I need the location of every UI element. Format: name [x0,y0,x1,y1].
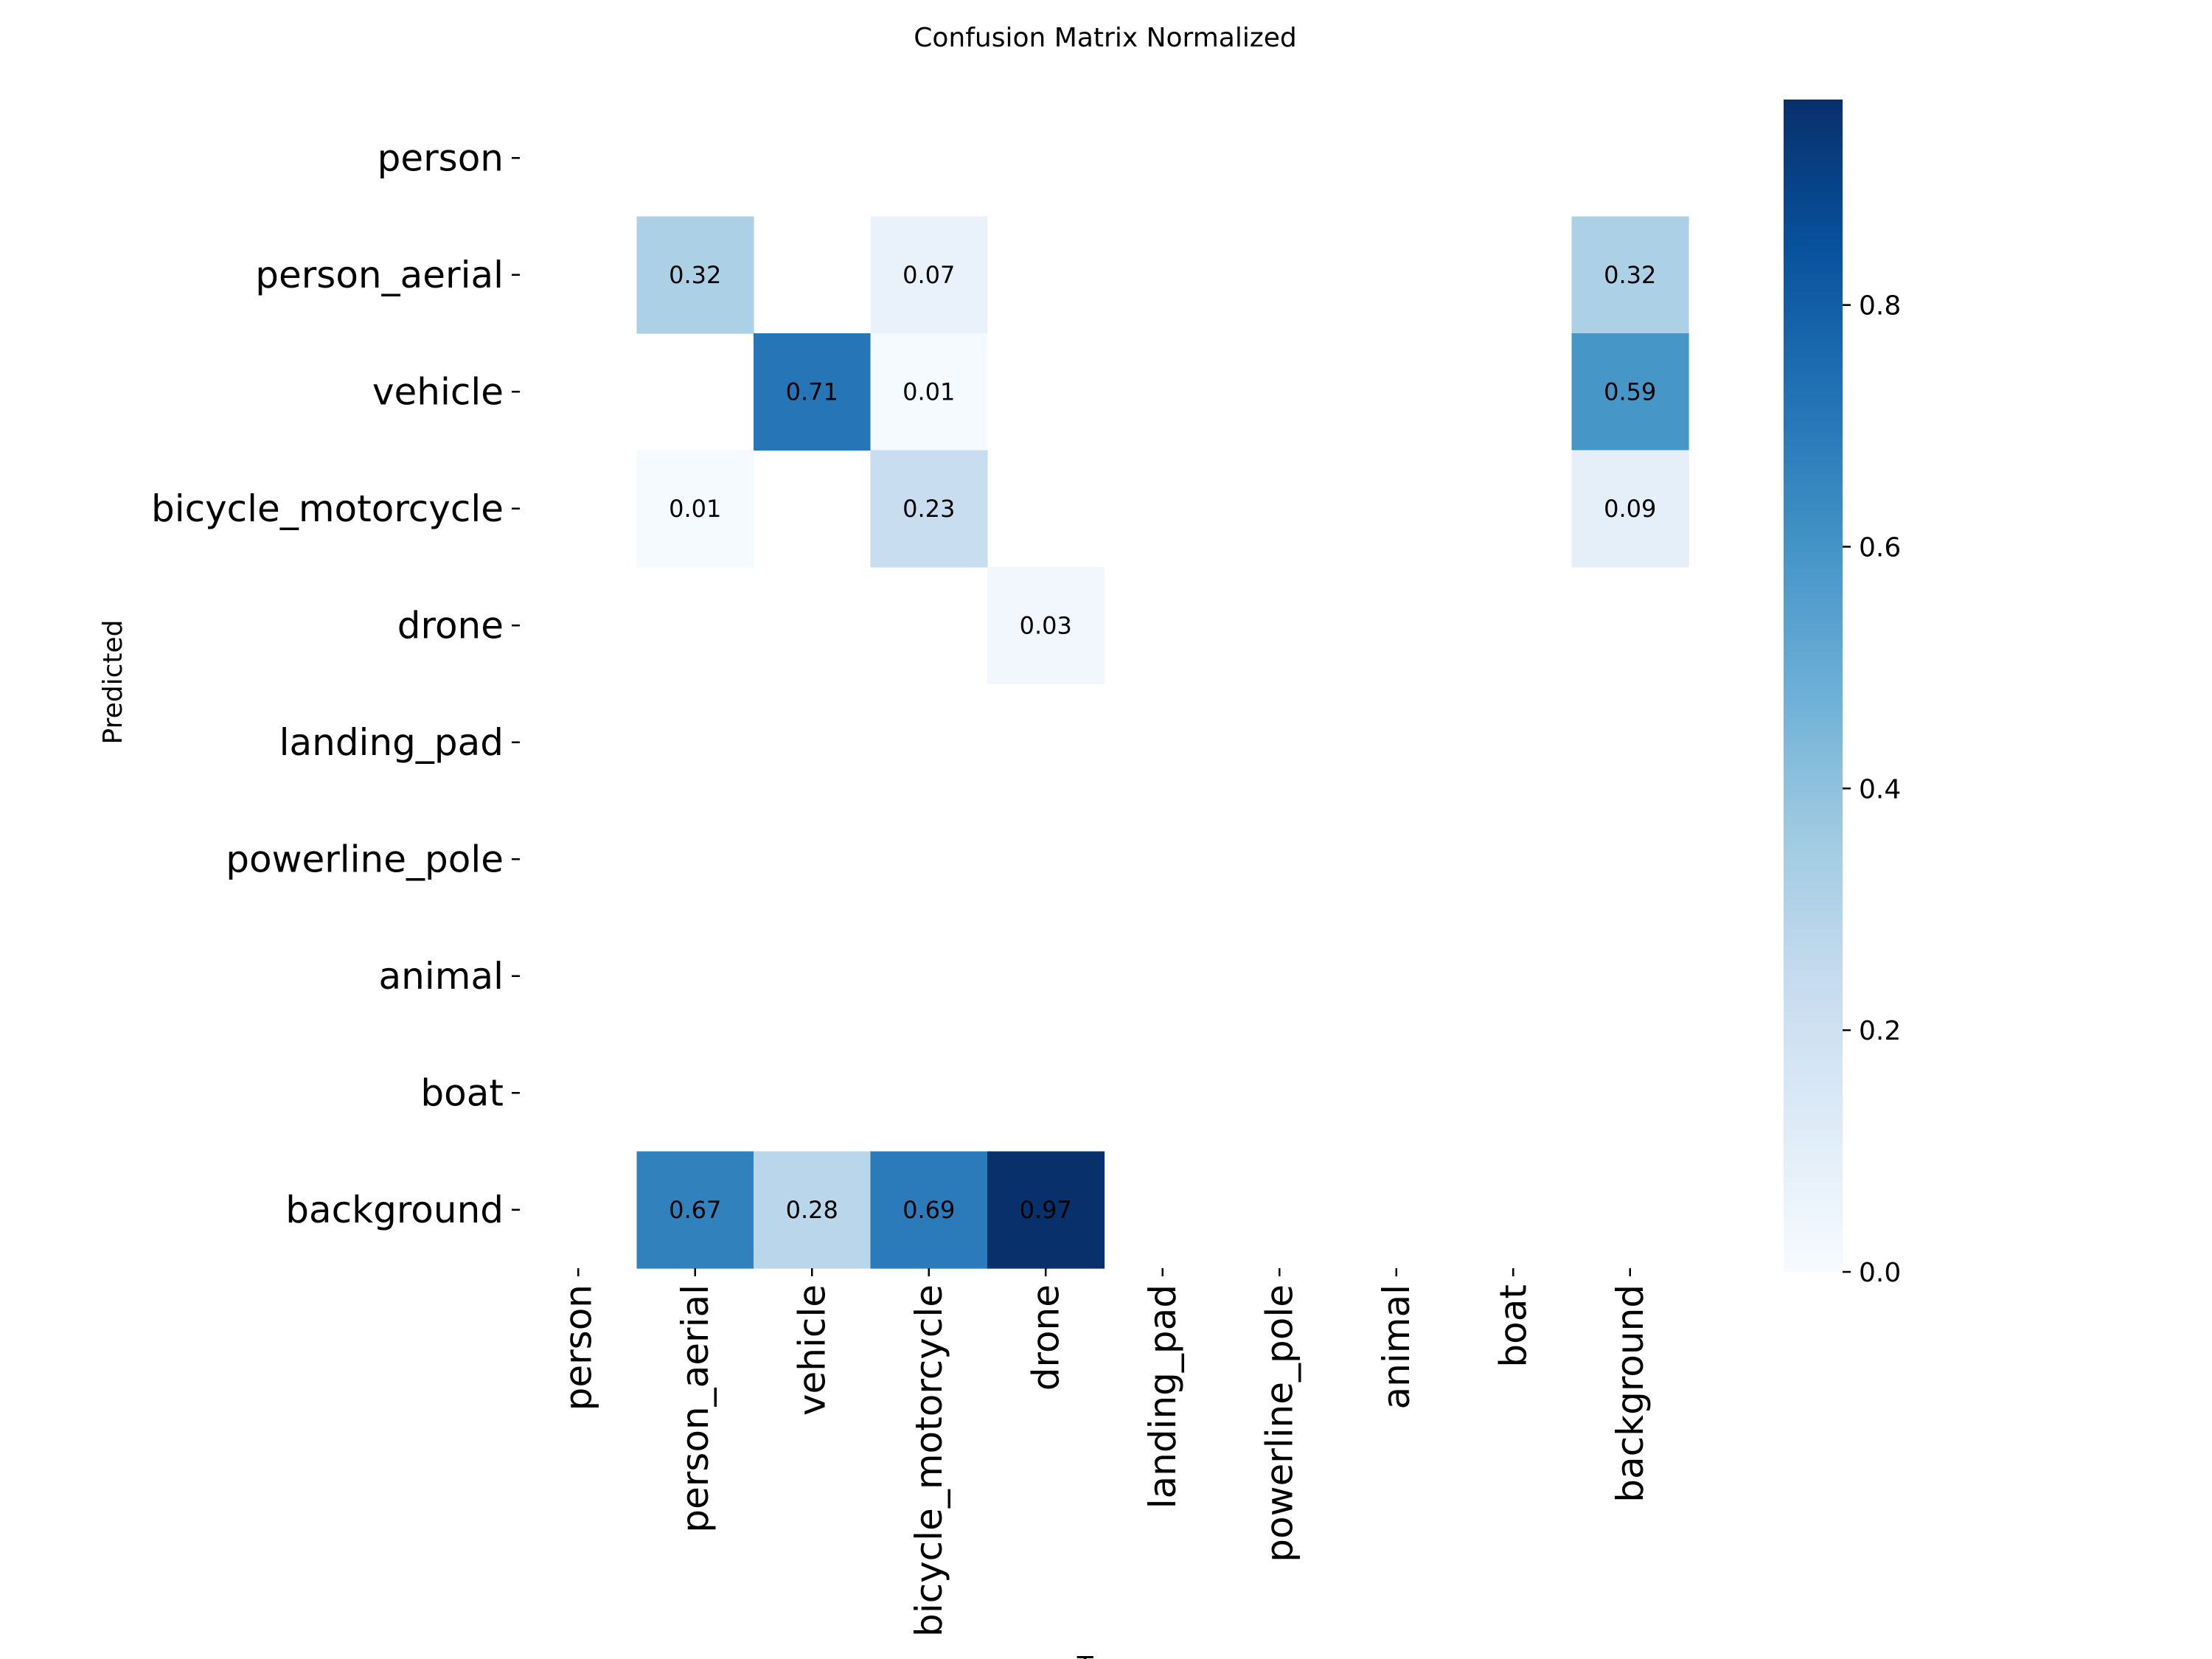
x-tick-label: boat [1492,1284,1534,1368]
cell-value-label: 0.59 [1604,378,1656,406]
y-tick-label: bicycle_motorcycle [151,487,504,530]
x-tick-label: animal [1375,1284,1418,1409]
y-tick-label: powerline_pole [226,838,504,880]
heatmap-cell [987,567,1105,685]
cell-value-label: 0.32 [1604,261,1656,289]
heatmap-cell [1571,216,1689,334]
heatmap-cell [754,333,872,451]
x-tick-label: landing_pad [1141,1284,1184,1509]
heatmap-cell [754,1151,872,1269]
colorbar-tick-label: 0.6 [1859,532,1901,563]
x-tick-label: powerline_pole [1258,1284,1301,1562]
colorbar-tick-label: 0.8 [1859,291,1901,321]
y-tick-label: drone [397,604,504,647]
heatmap-cell [636,1151,754,1269]
heatmap-cell [1571,333,1689,451]
chart-title: Confusion Matrix Normalized [914,23,1296,53]
colorbar-tick-label: 0.2 [1859,1016,1901,1046]
cell-value-label: 0.09 [1604,495,1656,523]
heatmap-cell [636,450,754,568]
y-tick-label: background [285,1189,504,1231]
x-axis-title: True [1077,1652,1133,1659]
heatmap-cell [870,1151,988,1269]
y-tick-label: vehicle [372,370,504,413]
cell-value-label: 0.71 [786,378,838,406]
x-tick-label: drone [1024,1284,1067,1391]
cell-value-label: 0.67 [669,1196,721,1224]
cell-value-label: 0.32 [669,261,721,289]
colorbar-ticks: 0.0 0.2 0.4 0.6 0.8 [1843,291,1901,1288]
cell-value-label: 0.97 [1020,1196,1072,1224]
y-tick-label: person_aerial [255,254,504,296]
x-tick-label: background [1609,1284,1652,1503]
cell-value-label: 0.28 [786,1196,838,1224]
cell-value-label: 0.01 [902,378,955,406]
heatmap-cell [1571,450,1689,568]
x-tick-label: person [557,1284,599,1411]
y-tick-label: landing_pad [279,721,504,764]
cell-value-labels: 0.32 0.07 0.32 0.71 0.01 0.59 0.01 0.23 0.09 0.03… [669,261,1656,1224]
heatmap-cells [636,216,1689,1269]
x-tick-label: person_aerial [674,1284,717,1533]
x-axis-ticks: person person_aerial vehicle bicycle_motorc… [557,1268,1652,1637]
y-tick-label: animal [379,955,504,998]
colorbar-tick-label: 0.0 [1859,1258,1901,1288]
heatmap-cell [636,216,754,334]
colorbar-tick-label: 0.4 [1859,774,1901,804]
heatmap-cell [870,450,988,568]
x-tick-label: vehicle [790,1284,833,1416]
cell-value-label: 0.03 [1020,611,1072,639]
x-tick-label: bicycle_motorcycle [908,1284,950,1637]
heatmap-cell [870,216,988,334]
colorbar [1784,100,1843,1272]
heatmap-cell [987,1151,1105,1269]
y-tick-label: boat [420,1071,504,1114]
y-tick-label: person [378,136,504,179]
y-axis-title: Predicted [98,620,128,745]
cell-value-label: 0.69 [902,1196,955,1224]
heatmap-cell [870,333,988,451]
cell-value-label: 0.01 [669,495,721,523]
cell-value-label: 0.07 [902,261,955,289]
cell-value-label: 0.23 [902,495,955,523]
